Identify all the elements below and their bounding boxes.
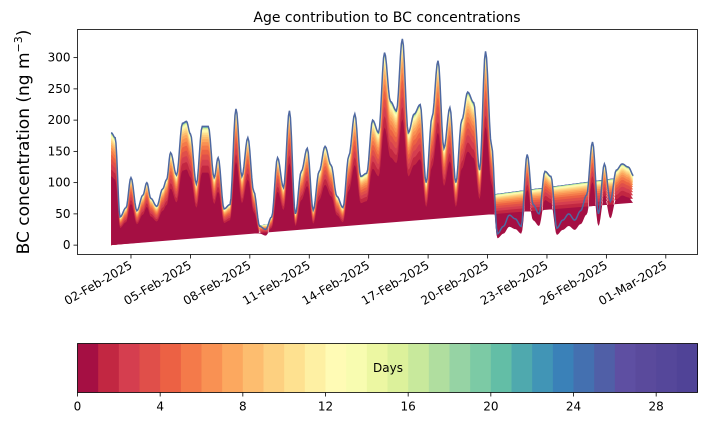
colorbar-cell-25 xyxy=(594,343,616,393)
colorbar-cell-9 xyxy=(263,343,285,393)
colorbar-cell-24 xyxy=(573,343,595,393)
colorbar-cell-27 xyxy=(635,343,657,393)
colorbar-tick-label-0: 0 xyxy=(74,400,82,414)
total-bc-line xyxy=(110,38,634,236)
colorbar-tick-label-20: 20 xyxy=(483,400,498,414)
y-axis-label-main: BC concentration (ng m xyxy=(14,52,34,254)
colorbar-tick-label-4: 4 xyxy=(156,400,164,414)
colorbar-cell-22 xyxy=(532,343,554,393)
colorbar-cell-4 xyxy=(160,343,182,393)
colorbar-tick-label-8: 8 xyxy=(239,400,247,414)
colorbar-cell-7 xyxy=(222,343,244,393)
chart-title: Age contribution to BC concentrations xyxy=(253,10,520,26)
colorbar-cell-6 xyxy=(201,343,223,393)
colorbar-cell-3 xyxy=(139,343,161,393)
colorbar-cell-5 xyxy=(180,343,202,393)
colorbar-cell-15 xyxy=(387,343,409,393)
colorbar-cell-20 xyxy=(490,343,512,393)
y-tick-label-50: 50 xyxy=(55,207,70,221)
colorbar-cell-12 xyxy=(325,343,347,393)
colorbar-cell-17 xyxy=(428,343,450,393)
colorbar-cell-28 xyxy=(656,343,678,393)
colorbar-cell-18 xyxy=(449,343,471,393)
y-tick-label-300: 300 xyxy=(48,51,71,65)
colorbar-tick-label-28: 28 xyxy=(649,400,664,414)
age-stack-areas xyxy=(111,38,634,246)
colorbar-label: Days xyxy=(373,361,403,375)
colorbar-ticks: 0 4 8 12 16 20 24 28 xyxy=(74,392,664,414)
y-axis-label: BC concentration (ng m−3) xyxy=(12,30,34,255)
colorbar-tick-label-16: 16 xyxy=(401,400,416,414)
colorbar-cell-23 xyxy=(552,343,574,393)
y-tick-label-250: 250 xyxy=(48,82,71,96)
colorbar-frame xyxy=(77,343,698,393)
y-axis-label-close: ) xyxy=(14,30,34,37)
colorbar xyxy=(77,343,698,393)
x-axis-ticks: 02-Feb-202505-Feb-202508-Feb-202511-Feb-… xyxy=(62,254,669,308)
y-axis-label-sup: −3 xyxy=(12,36,25,52)
colorbar-tick-label-24: 24 xyxy=(566,400,581,414)
plot-frame xyxy=(77,29,698,255)
colorbar-cell-14 xyxy=(366,343,388,393)
colorbar-cell-19 xyxy=(470,343,492,393)
age-band-area-day-0 xyxy=(111,119,634,246)
colorbar-cell-16 xyxy=(408,343,430,393)
colorbar-cell-29 xyxy=(676,343,698,393)
colorbar-cell-0 xyxy=(77,343,99,393)
y-tick-label-200: 200 xyxy=(48,113,71,127)
colorbar-cell-1 xyxy=(98,343,120,393)
y-tick-label-100: 100 xyxy=(48,176,71,190)
colorbar-cell-8 xyxy=(242,343,264,393)
colorbar-cell-10 xyxy=(284,343,306,393)
colorbar-cell-21 xyxy=(511,343,533,393)
colorbar-cell-11 xyxy=(304,343,326,393)
colorbar-tick-label-12: 12 xyxy=(318,400,333,414)
colorbar-cell-2 xyxy=(118,343,140,393)
y-tick-label-0: 0 xyxy=(63,238,71,252)
y-axis-ticks: 0 50 100 150 200 250 300 xyxy=(48,51,78,252)
colorbar-cell-13 xyxy=(346,343,368,393)
y-tick-label-150: 150 xyxy=(48,144,71,158)
colorbar-cell-26 xyxy=(614,343,636,393)
